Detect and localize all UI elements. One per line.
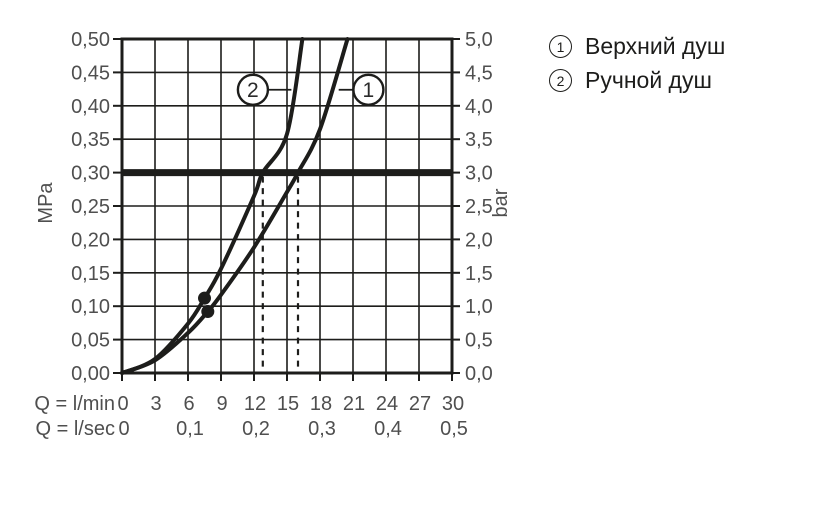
- lmin-tick-label: 27: [409, 393, 431, 415]
- lmin-tick-label: 15: [277, 393, 299, 415]
- legend-item: 2 Ручной душ: [549, 68, 725, 93]
- mpa-tick-label: 0,25: [71, 196, 110, 218]
- mpa-tick-label: 0,00: [71, 363, 110, 385]
- legend-label-upper-shower: Верхний душ: [585, 33, 726, 59]
- bar-tick-label: 0,0: [465, 363, 493, 385]
- bar-tick-label: 1,0: [465, 296, 493, 318]
- callout-number-1: 1: [363, 79, 375, 102]
- lmin-tick-label: 18: [310, 393, 332, 415]
- mpa-tick-label: 0,15: [71, 263, 110, 285]
- bar-tick-label: 5,0: [465, 29, 493, 51]
- mpa-tick-label: 0,40: [71, 96, 110, 118]
- bar-tick-label: 3,0: [465, 163, 493, 185]
- lmin-tick-label: 6: [183, 393, 194, 415]
- curve-callout-1: [352, 73, 385, 106]
- lmin-tick-label: 21: [343, 393, 365, 415]
- mpa-tick-label: 0,35: [71, 129, 110, 151]
- operating-point-marker-1: [201, 305, 215, 319]
- x-axis-lmin-label: Q = l/min: [34, 393, 115, 415]
- legend-label-hand-shower: Ручной душ: [585, 67, 712, 93]
- lsec-tick-label: 0,1: [176, 418, 204, 440]
- bar-tick-label: 4,0: [465, 96, 493, 118]
- mpa-tick-label: 0,20: [71, 229, 110, 251]
- mpa-tick-label: 0,50: [71, 29, 110, 51]
- bar-tick-label: 1,5: [465, 263, 493, 285]
- bar-tick-label: 2,0: [465, 229, 493, 251]
- lmin-tick-label: 24: [376, 393, 398, 415]
- lmin-tick-label: 30: [442, 393, 464, 415]
- lmin-tick-label: 3: [150, 393, 161, 415]
- bar-axis-label: bar: [490, 188, 512, 217]
- curve-1: [120, 37, 350, 375]
- lsec-tick-label: 0,5: [440, 418, 468, 440]
- curve-2: [120, 37, 305, 375]
- lsec-tick-label: 0: [118, 418, 129, 440]
- lsec-tick-label: 0,4: [374, 418, 402, 440]
- curve-callout-2: [236, 73, 270, 106]
- lsec-tick-label: 0,3: [308, 418, 336, 440]
- circled-1-icon: 1: [549, 35, 572, 58]
- mpa-tick-label: 0,30: [71, 163, 110, 185]
- bar-tick-label: 2,5: [465, 196, 493, 218]
- bar-tick-label: 3,5: [465, 129, 493, 151]
- legend: 1 Верхний душ 2 Ручной душ: [549, 34, 725, 93]
- mpa-tick-label: 0,10: [71, 296, 110, 318]
- mpa-axis-label: MPa: [35, 182, 57, 224]
- operating-point-marker-2: [198, 291, 211, 305]
- mpa-tick-label: 0,05: [71, 330, 110, 352]
- lmin-tick-label: 0: [117, 393, 128, 415]
- legend-item: 1 Верхний душ: [549, 34, 725, 59]
- bar-tick-label: 0,5: [465, 330, 493, 352]
- mpa-tick-label: 0,45: [71, 62, 110, 84]
- bar-tick-label: 4,5: [465, 62, 493, 84]
- lsec-tick-label: 0,2: [242, 418, 270, 440]
- lmin-tick-label: 9: [216, 393, 227, 415]
- callout-number-2: 2: [247, 79, 259, 102]
- lmin-tick-label: 12: [244, 393, 266, 415]
- x-axis-lsec-label: Q = l/sec: [36, 418, 115, 440]
- plot-frame: [120, 37, 454, 375]
- circled-2-icon: 2: [549, 69, 572, 92]
